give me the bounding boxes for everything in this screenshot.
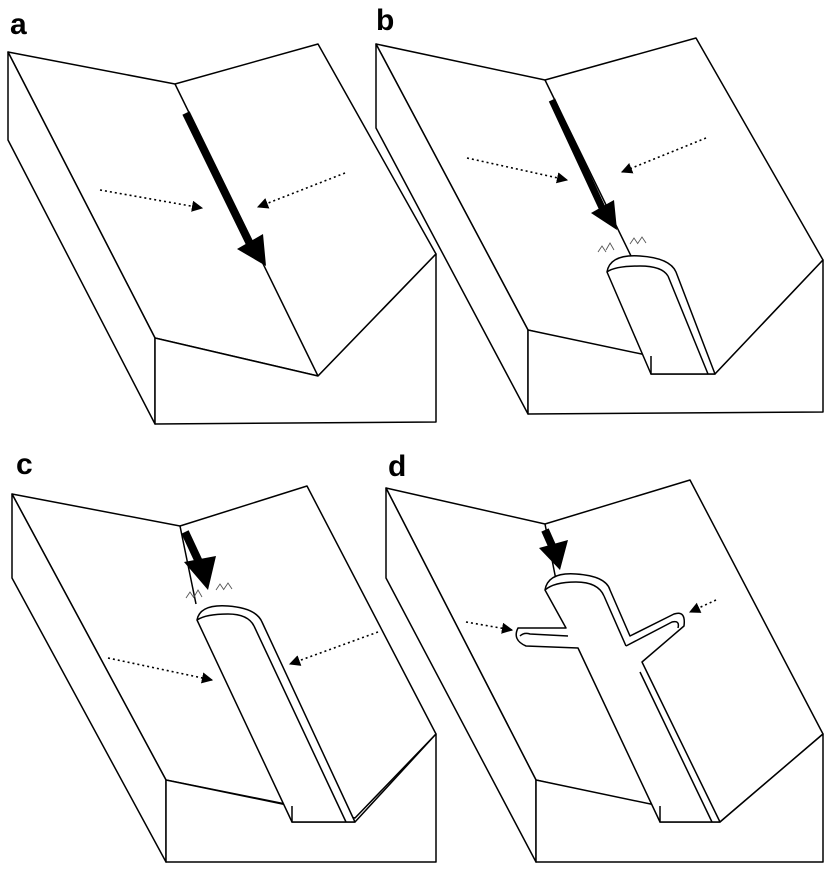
panel-label-d: d [388, 450, 406, 483]
panel-a: a [7, 8, 437, 425]
seepage-marks [597, 236, 647, 253]
main-flow-arrow [182, 111, 255, 248]
panel-label-a: a [10, 8, 27, 41]
panel-label-b: b [376, 4, 394, 37]
side-branch-right-wall [625, 620, 680, 647]
lateral-flow-arrow-left [466, 157, 569, 184]
lateral-flow-arrow-left [99, 189, 204, 212]
gully-right-wall [639, 671, 713, 823]
main-flow-arrowhead [184, 556, 216, 590]
gully-headwall [544, 581, 605, 597]
gully-right-wall [253, 625, 347, 823]
gully-channel [196, 605, 356, 823]
main-flow-arrow [548, 98, 608, 214]
panel-c: c [11, 448, 437, 863]
panel-label-c: c [16, 448, 33, 481]
lateral-flow-arrow-right [256, 172, 346, 209]
main-flow-arrowhead [237, 234, 266, 266]
main-flow-arrow [181, 530, 203, 564]
seepage-marks [185, 582, 233, 599]
panel-b: b [375, 4, 824, 415]
gully-headwall [196, 613, 255, 627]
gully-channel [606, 255, 716, 375]
side-branch-left-wall [519, 632, 569, 637]
main-flow-arrowhead [539, 540, 568, 570]
lateral-flow-arrow-right [620, 137, 707, 174]
gully-inner-wall-right [603, 595, 627, 647]
gully-headwall [606, 265, 669, 277]
lateral-flow-arrow-right [288, 631, 379, 666]
block-front-face [154, 253, 437, 425]
panel-d: d [385, 450, 824, 863]
gully-right-wall [667, 275, 709, 375]
main-flow-arrowhead [591, 200, 617, 230]
